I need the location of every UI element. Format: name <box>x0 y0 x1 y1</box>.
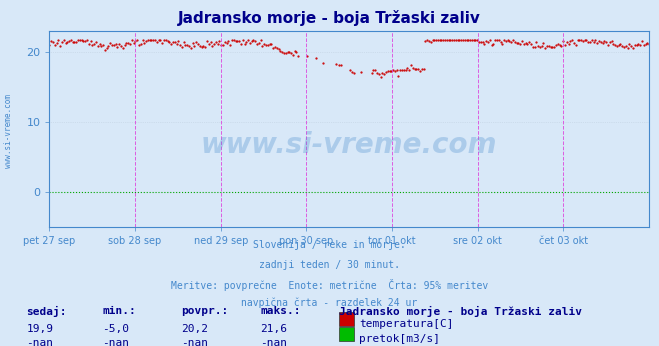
Text: Jadransko morje - boja Tržaski zaliv: Jadransko morje - boja Tržaski zaliv <box>178 10 481 26</box>
Text: povpr.:: povpr.: <box>181 306 229 316</box>
Text: Jadransko morje - boja Tržaski zaliv: Jadransko morje - boja Tržaski zaliv <box>339 306 583 317</box>
Text: Slovenija / reke in morje.: Slovenija / reke in morje. <box>253 240 406 251</box>
Text: -nan: -nan <box>26 338 53 346</box>
Text: min.:: min.: <box>102 306 136 316</box>
Text: www.si-vreme.com: www.si-vreme.com <box>201 130 498 158</box>
Text: -nan: -nan <box>102 338 129 346</box>
Text: 20,2: 20,2 <box>181 324 208 334</box>
Text: Meritve: povprečne  Enote: metrične  Črta: 95% meritev: Meritve: povprečne Enote: metrične Črta:… <box>171 279 488 291</box>
Text: temperatura[C]: temperatura[C] <box>359 319 453 329</box>
Text: -5,0: -5,0 <box>102 324 129 334</box>
Text: -nan: -nan <box>181 338 208 346</box>
Text: -nan: -nan <box>260 338 287 346</box>
Text: maks.:: maks.: <box>260 306 301 316</box>
Text: 19,9: 19,9 <box>26 324 53 334</box>
Text: pretok[m3/s]: pretok[m3/s] <box>359 334 440 344</box>
Text: navpična črta - razdelek 24 ur: navpična črta - razdelek 24 ur <box>241 298 418 308</box>
Text: www.si-vreme.com: www.si-vreme.com <box>4 94 13 169</box>
Text: 21,6: 21,6 <box>260 324 287 334</box>
Text: sedaj:: sedaj: <box>26 306 67 317</box>
Text: zadnji teden / 30 minut.: zadnji teden / 30 minut. <box>259 260 400 270</box>
